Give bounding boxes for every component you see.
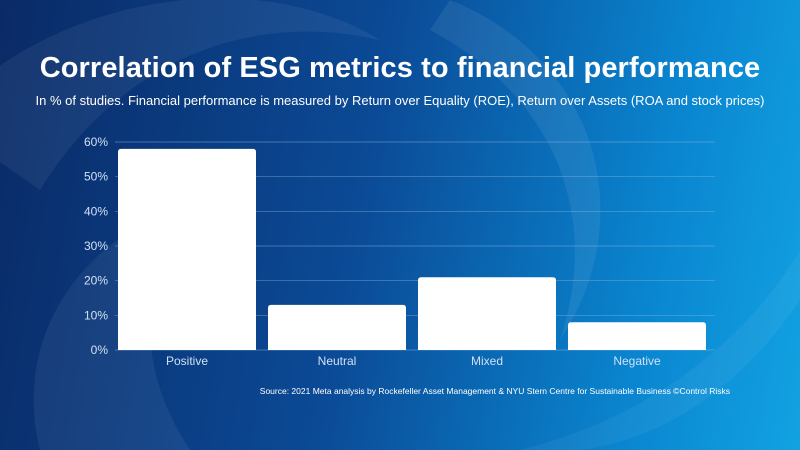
bar-negative	[568, 322, 706, 350]
y-tick-label: 0%	[91, 343, 109, 357]
bar-positive	[118, 148, 256, 350]
x-tick-label: Neutral	[318, 354, 357, 368]
bar-mixed	[418, 277, 556, 350]
y-tick-label: 10%	[84, 308, 108, 322]
y-tick-label: 60%	[84, 135, 108, 149]
x-axis-ticks: Positive Neutral Mixed Negative	[166, 354, 661, 368]
source-note: Source: 2021 Meta analysis by Rockefelle…	[259, 386, 730, 396]
y-tick-label: 30%	[84, 239, 108, 253]
y-tick-label: 50%	[84, 170, 108, 184]
chart-subtitle: In % of studies. Financial performance i…	[35, 93, 765, 108]
x-tick-label: Mixed	[471, 354, 503, 368]
y-tick-label: 20%	[84, 274, 108, 288]
y-axis-ticks: 0% 10% 20% 30% 40% 50% 60%	[84, 135, 108, 357]
bar-neutral	[268, 304, 406, 350]
chart-title: Correlation of ESG metrics to financial …	[39, 52, 761, 84]
y-tick-label: 40%	[84, 204, 108, 218]
x-tick-label: Positive	[166, 354, 208, 368]
x-tick-label: Negative	[613, 354, 661, 368]
bars	[118, 148, 706, 350]
